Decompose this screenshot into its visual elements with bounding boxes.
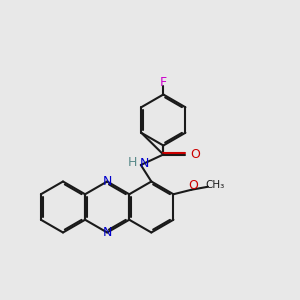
- Text: N: N: [140, 157, 149, 170]
- Text: H: H: [128, 155, 137, 169]
- Text: F: F: [160, 76, 167, 89]
- Text: O: O: [190, 148, 200, 161]
- Text: N: N: [103, 175, 112, 188]
- Text: CH₃: CH₃: [206, 180, 225, 190]
- Text: O: O: [188, 179, 198, 192]
- Text: N: N: [103, 226, 112, 239]
